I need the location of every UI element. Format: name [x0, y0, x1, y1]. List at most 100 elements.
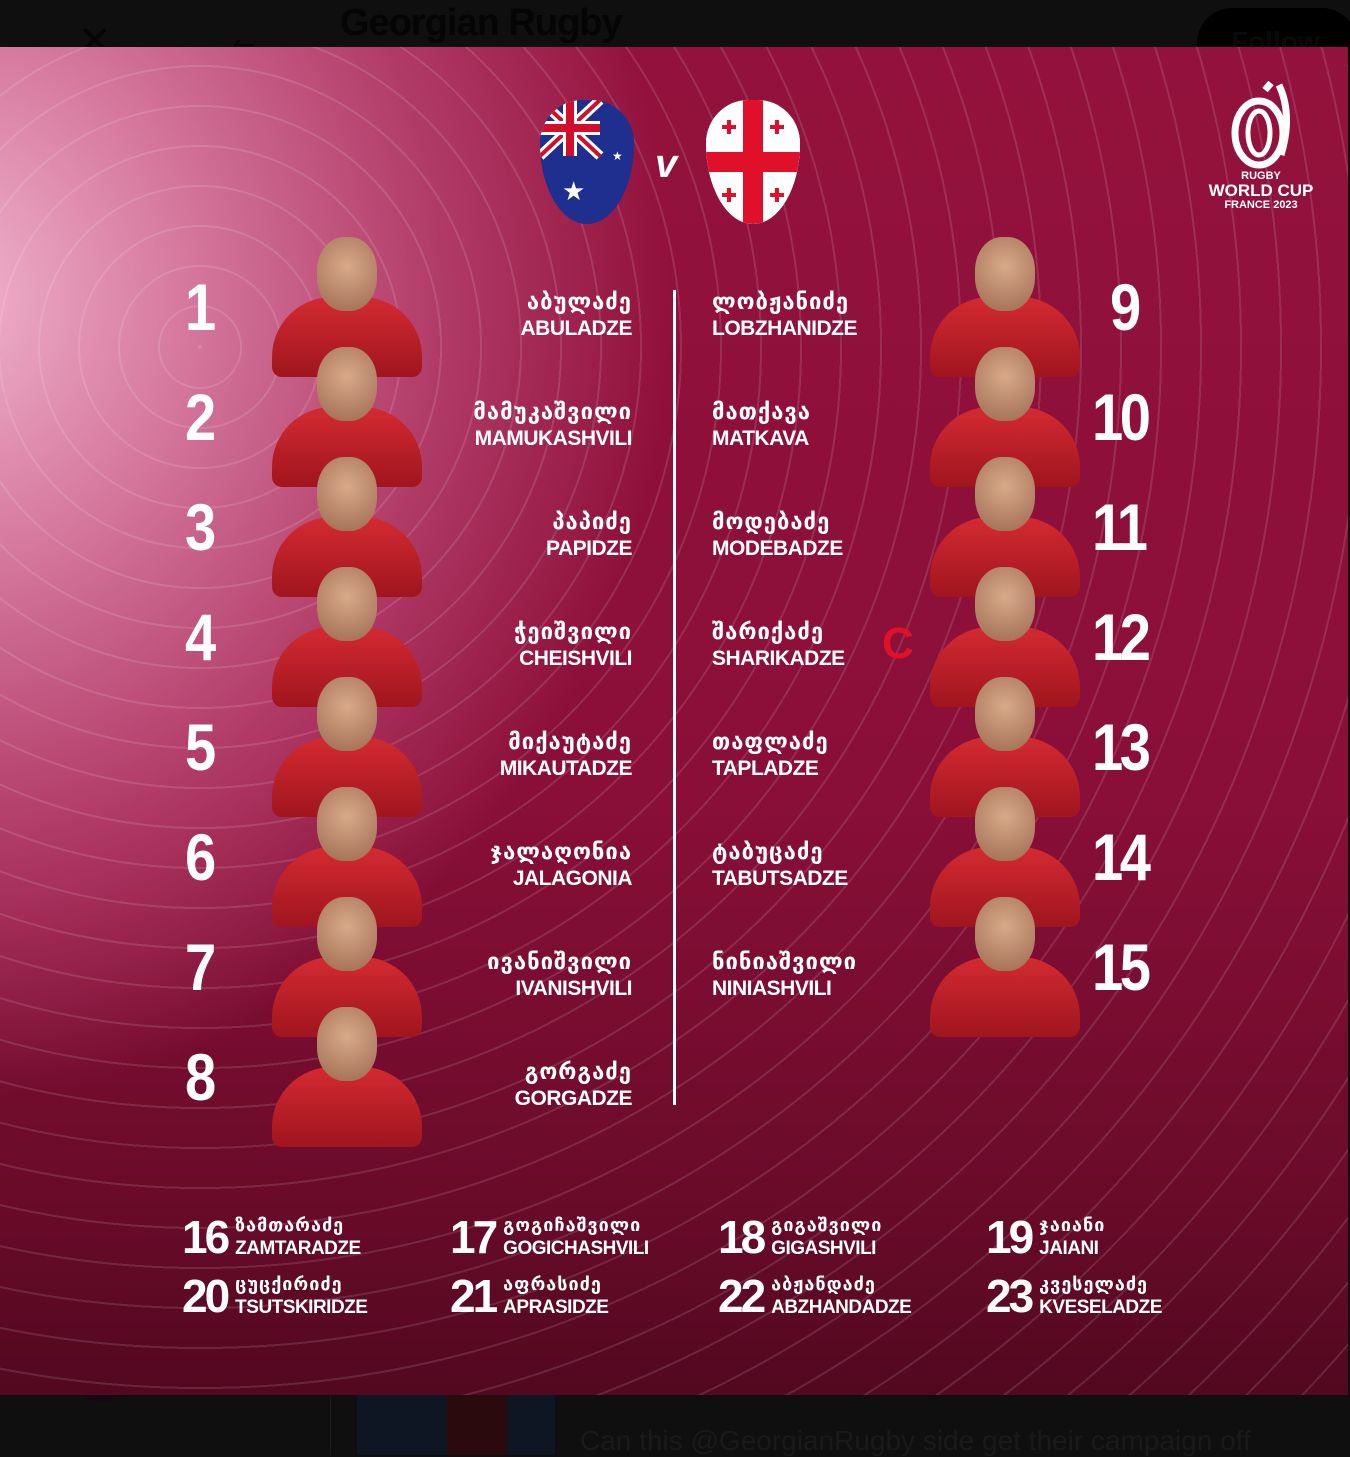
- player-head: [317, 347, 377, 421]
- jersey-number: 23: [986, 1270, 1034, 1322]
- jersey-number: 4: [185, 600, 216, 674]
- jersey-number: 3: [185, 490, 216, 564]
- player-name-latin: TAPLADZE: [712, 757, 819, 780]
- bench-player: 18 გიგაშვილი GIGASHVILI: [718, 1210, 882, 1264]
- divider: [330, 1395, 331, 1455]
- player-name-latin: TSUTSKIRIDZE: [235, 1296, 368, 1318]
- player-name-georgian: თაფლაძე: [712, 730, 829, 755]
- player-name-latin: NINIASHVILI: [712, 977, 832, 1000]
- player-name-georgian: ლობჟანიძე: [712, 290, 850, 315]
- jersey-number: 20: [182, 1270, 230, 1322]
- player-name: ჯალაღონია JALAGONIA: [490, 840, 632, 891]
- player-name-latin: TABUTSADZE: [712, 867, 848, 890]
- jersey-number: 5: [185, 710, 216, 784]
- player-head: [975, 237, 1035, 311]
- player-name: მოდებაძე MODEBADZE: [712, 510, 843, 561]
- player-name-georgian: გიგაშვილი: [771, 1214, 883, 1236]
- player-head: [317, 1007, 377, 1081]
- player-photo: [262, 347, 432, 487]
- player-name-georgian: ცუცქირიძე: [235, 1273, 343, 1295]
- player-name-latin: MAMUKASHVILI: [474, 427, 633, 450]
- player-name-georgian: მათქავა: [712, 400, 811, 425]
- player-name: მამუკაშვილი MAMUKASHVILI: [473, 400, 632, 451]
- player-name-georgian: ჯაიანი: [1039, 1214, 1106, 1236]
- bench-player: 17 გოგიჩაშვილი GOGICHASHVILI: [450, 1210, 649, 1264]
- player-name: ჯაიანი JAIANI: [1039, 1215, 1105, 1260]
- player-name: ლობჟანიძე LOBZHANIDZE: [712, 290, 858, 341]
- player-name: თაფლაძე TAPLADZE: [712, 730, 829, 781]
- player-name-georgian: გორგაძე: [524, 1060, 632, 1085]
- australia-flag-icon: ★ ★: [540, 100, 634, 224]
- player-name: ცუცქირიძე TSUTSKIRIDZE: [235, 1273, 368, 1319]
- player-name: აფრასიძე APRASIDZE: [503, 1274, 609, 1319]
- player-name: აბულაძე ABULADZE: [521, 290, 633, 341]
- player-head: [975, 677, 1035, 751]
- player-name-georgian: მოდებაძე: [712, 510, 831, 535]
- player-head: [317, 237, 377, 311]
- player-name: შარიქაძე SHARIKADZE: [712, 620, 845, 671]
- player-name-georgian: პაპიძე: [552, 510, 632, 535]
- media-thumbnail[interactable]: [357, 1395, 555, 1455]
- player-head: [975, 897, 1035, 971]
- center-divider: [673, 290, 676, 1105]
- jersey-number: 2: [185, 380, 216, 454]
- jersey-number: 1: [185, 270, 216, 344]
- logo-line-3: FRANCE 2023: [1224, 199, 1298, 211]
- player-head: [317, 457, 377, 531]
- player-name-latin: GOGICHASHVILI: [503, 1237, 649, 1259]
- jersey-number: 7: [185, 930, 216, 1004]
- player-name: გორგაძე GORGADZE: [515, 1060, 633, 1111]
- player-name: ივანიშვილი IVANISHVILI: [487, 950, 632, 1001]
- player-name-latin: MATKAVA: [712, 427, 809, 450]
- jersey-number: 16: [182, 1211, 230, 1263]
- player-name: ჭეიშვილი CHEISHVILI: [513, 620, 633, 671]
- player-head: [975, 347, 1035, 421]
- player-name-latin: SHARIKADZE: [712, 647, 845, 670]
- versus-label: v: [655, 142, 678, 186]
- profile-title: Georgian Rugby: [340, 2, 623, 44]
- player-name-latin: MIKAUTADZE: [499, 757, 633, 780]
- player-head: [317, 897, 377, 971]
- jersey-number: 22: [718, 1270, 766, 1322]
- player-photo: [920, 787, 1090, 927]
- player-name-georgian: ჭეიშვილი: [513, 620, 632, 645]
- player-name-georgian: აბჟანდაძე: [771, 1273, 876, 1295]
- player-name: გიგაშვილი GIGASHVILI: [771, 1215, 882, 1260]
- player-name-georgian: ივანიშვილი: [487, 950, 632, 975]
- lineup-image: ★ ★ v RUGBY WORLD CUP FRANCE 2023 C 1 აბუ…: [0, 47, 1348, 1395]
- player-head: [975, 567, 1035, 641]
- jersey-number: 18: [718, 1211, 766, 1263]
- player-name-georgian: მიქაუტაძე: [508, 730, 632, 755]
- player-name-georgian: ნინიაშვილი: [712, 950, 857, 975]
- player-name-georgian: კვესელაძე: [1039, 1273, 1149, 1295]
- player-name: ტაბუცაძე TABUTSADZE: [712, 840, 848, 891]
- player-name: ზამთარაძე ZAMTARADZE: [235, 1215, 361, 1260]
- bench-player: 21 აფრასიძე APRASIDZE: [450, 1269, 609, 1323]
- player-head: [975, 457, 1035, 531]
- player-name-latin: JALAGONIA: [512, 867, 633, 890]
- bench-player: 20 ცუცქირიძე TSUTSKIRIDZE: [182, 1269, 368, 1323]
- player-name-georgian: შარიქაძე: [712, 620, 825, 645]
- jersey-number: 14: [1092, 820, 1151, 894]
- jersey-number: 15: [1092, 930, 1151, 1004]
- jersey-number: 6: [185, 820, 216, 894]
- jersey-number: 8: [185, 1040, 216, 1114]
- logo-line-1: RUGBY: [1241, 170, 1281, 182]
- player-photo: [920, 677, 1090, 817]
- bench-player: 22 აბჟანდაძე ABZHANDADZE: [718, 1269, 912, 1323]
- player-name-latin: ABULADZE: [520, 317, 633, 340]
- player-head: [317, 567, 377, 641]
- bench-player: 23 კვესელაძე KVESELADZE: [986, 1269, 1162, 1323]
- player-name-latin: CHEISHVILI: [519, 647, 632, 670]
- player-name: კვესელაძე KVESELADZE: [1039, 1274, 1162, 1319]
- player-name-georgian: მამუკაშვილი: [473, 400, 632, 425]
- player-name-latin: ABZHANDADZE: [771, 1296, 912, 1318]
- player-name-latin: IVANISHVILI: [515, 977, 632, 1000]
- player-head: [975, 787, 1035, 861]
- rugby-world-cup-logo: RUGBY WORLD CUP FRANCE 2023: [1205, 75, 1317, 211]
- jersey-number: 10: [1092, 380, 1151, 454]
- player-photo: [262, 897, 432, 1037]
- captain-badge: C: [882, 619, 914, 668]
- bench-player: 16 ზამთარაძე ZAMTARADZE: [182, 1210, 361, 1264]
- player-photo: [262, 1007, 432, 1147]
